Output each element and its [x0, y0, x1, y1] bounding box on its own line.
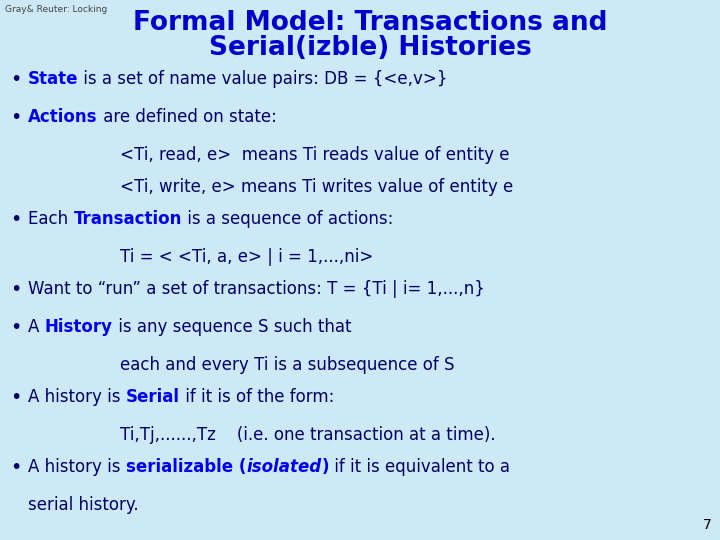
- Text: History: History: [45, 318, 112, 336]
- Text: if it is of the form:: if it is of the form:: [180, 388, 334, 406]
- Text: A: A: [28, 318, 45, 336]
- Text: •: •: [10, 388, 22, 407]
- Text: Serial(izble) Histories: Serial(izble) Histories: [209, 35, 531, 61]
- Text: •: •: [10, 318, 22, 337]
- Text: is a set of name value pairs: DB = {<e,v>}: is a set of name value pairs: DB = {<e,v…: [78, 70, 448, 88]
- Text: Ti,Tj,......,Tz    (i.e. one transaction at a time).: Ti,Tj,......,Tz (i.e. one transaction at…: [120, 426, 495, 444]
- Text: is any sequence S such that: is any sequence S such that: [112, 318, 351, 336]
- Text: Actions: Actions: [28, 108, 97, 126]
- Text: 7: 7: [703, 518, 712, 532]
- Text: serial history.: serial history.: [28, 496, 139, 514]
- Text: Want to “run” a set of transactions: T = {Ti | i= 1,...,n}: Want to “run” a set of transactions: T =…: [28, 280, 485, 298]
- Text: •: •: [10, 280, 22, 299]
- Text: are defined on state:: are defined on state:: [97, 108, 276, 126]
- Text: •: •: [10, 70, 22, 89]
- Text: •: •: [10, 458, 22, 477]
- Text: Formal Model: Transactions and: Formal Model: Transactions and: [132, 10, 607, 36]
- Text: serializable (: serializable (: [126, 458, 246, 476]
- Text: each and every Ti is a subsequence of S: each and every Ti is a subsequence of S: [120, 356, 454, 374]
- Text: <Ti, write, e> means Ti writes value of entity e: <Ti, write, e> means Ti writes value of …: [120, 178, 513, 196]
- Text: •: •: [10, 108, 22, 127]
- Text: A history is: A history is: [28, 388, 126, 406]
- Text: Ti = < <Ti, a, e> | i = 1,...,ni>: Ti = < <Ti, a, e> | i = 1,...,ni>: [120, 248, 374, 266]
- Text: <Ti, read, e>  means Ti reads value of entity e: <Ti, read, e> means Ti reads value of en…: [120, 146, 510, 164]
- Text: State: State: [28, 70, 78, 88]
- Text: Each: Each: [28, 210, 73, 228]
- Text: Serial: Serial: [126, 388, 180, 406]
- Text: Gray& Reuter: Locking: Gray& Reuter: Locking: [5, 5, 107, 14]
- Text: ): ): [321, 458, 329, 476]
- Text: •: •: [10, 210, 22, 229]
- Text: isolated: isolated: [246, 458, 321, 476]
- Text: is a sequence of actions:: is a sequence of actions:: [181, 210, 393, 228]
- Text: Transaction: Transaction: [73, 210, 181, 228]
- Text: A history is: A history is: [28, 458, 126, 476]
- Text: if it is equivalent to a: if it is equivalent to a: [329, 458, 510, 476]
